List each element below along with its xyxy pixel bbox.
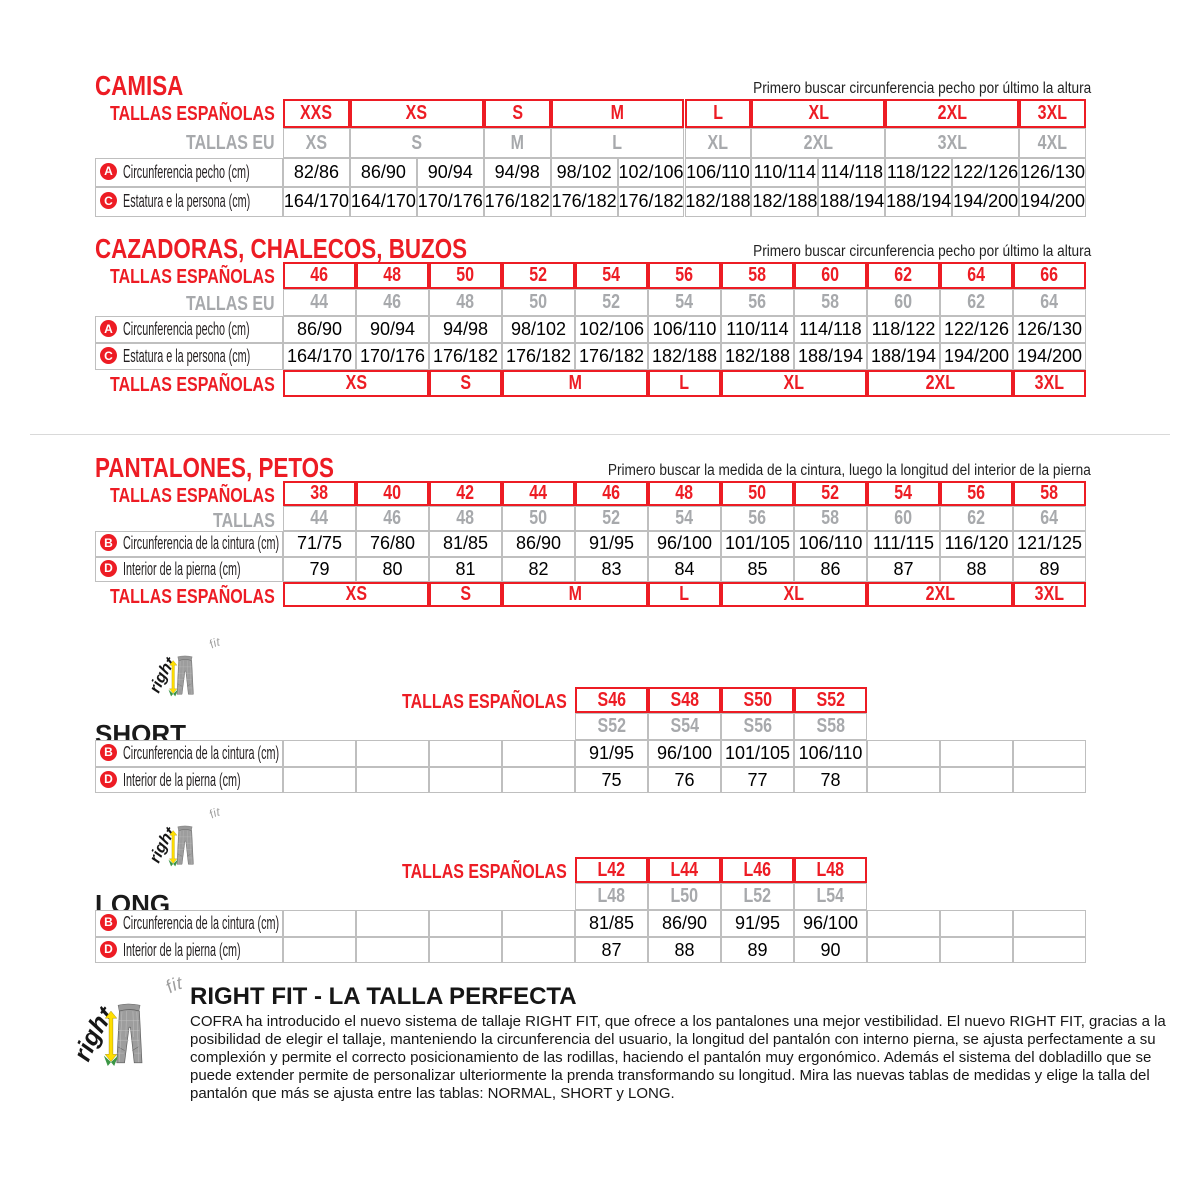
svg-text:fit: fit <box>207 635 222 651</box>
svg-text:fit: fit <box>207 805 222 821</box>
svg-text:fit: fit <box>162 973 185 997</box>
